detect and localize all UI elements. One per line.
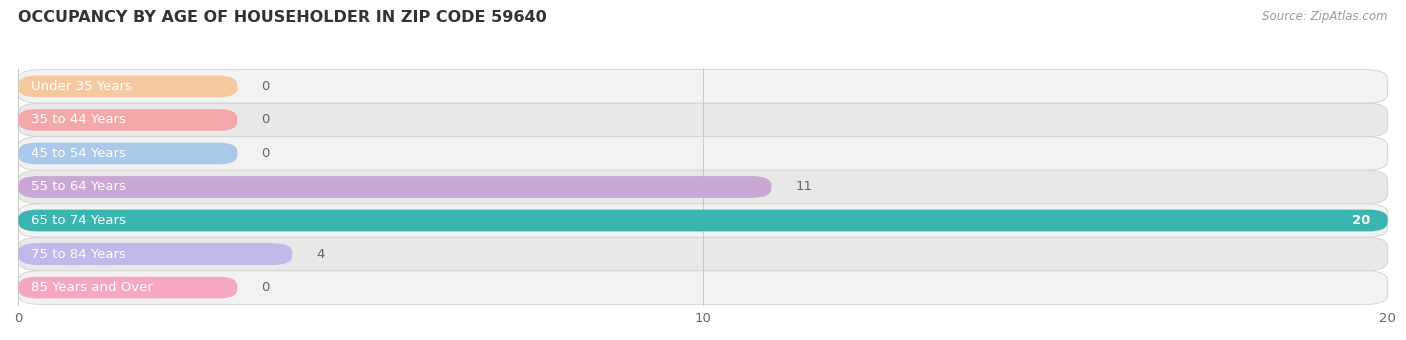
FancyBboxPatch shape (18, 70, 1388, 103)
Text: 55 to 64 Years: 55 to 64 Years (31, 181, 125, 193)
FancyBboxPatch shape (18, 103, 1388, 137)
FancyBboxPatch shape (18, 237, 1388, 271)
Text: Under 35 Years: Under 35 Years (31, 80, 132, 93)
FancyBboxPatch shape (18, 176, 772, 198)
Text: 0: 0 (262, 80, 270, 93)
Text: 20: 20 (1353, 214, 1371, 227)
Text: 45 to 54 Years: 45 to 54 Years (31, 147, 125, 160)
Text: 0: 0 (262, 114, 270, 126)
FancyBboxPatch shape (18, 137, 1388, 170)
Text: 85 Years and Over: 85 Years and Over (31, 281, 152, 294)
FancyBboxPatch shape (18, 142, 238, 164)
FancyBboxPatch shape (18, 109, 238, 131)
Text: 0: 0 (262, 147, 270, 160)
Text: 11: 11 (796, 181, 813, 193)
FancyBboxPatch shape (18, 243, 292, 265)
FancyBboxPatch shape (18, 210, 1388, 232)
Text: 75 to 84 Years: 75 to 84 Years (31, 248, 125, 260)
FancyBboxPatch shape (18, 170, 1388, 204)
Text: 35 to 44 Years: 35 to 44 Years (31, 114, 125, 126)
Text: Source: ZipAtlas.com: Source: ZipAtlas.com (1263, 10, 1388, 23)
FancyBboxPatch shape (18, 271, 1388, 304)
Text: OCCUPANCY BY AGE OF HOUSEHOLDER IN ZIP CODE 59640: OCCUPANCY BY AGE OF HOUSEHOLDER IN ZIP C… (18, 10, 547, 25)
Text: 65 to 74 Years: 65 to 74 Years (31, 214, 125, 227)
Text: 4: 4 (316, 248, 325, 260)
Text: 0: 0 (262, 281, 270, 294)
FancyBboxPatch shape (18, 204, 1388, 237)
FancyBboxPatch shape (18, 75, 238, 97)
FancyBboxPatch shape (18, 277, 238, 299)
